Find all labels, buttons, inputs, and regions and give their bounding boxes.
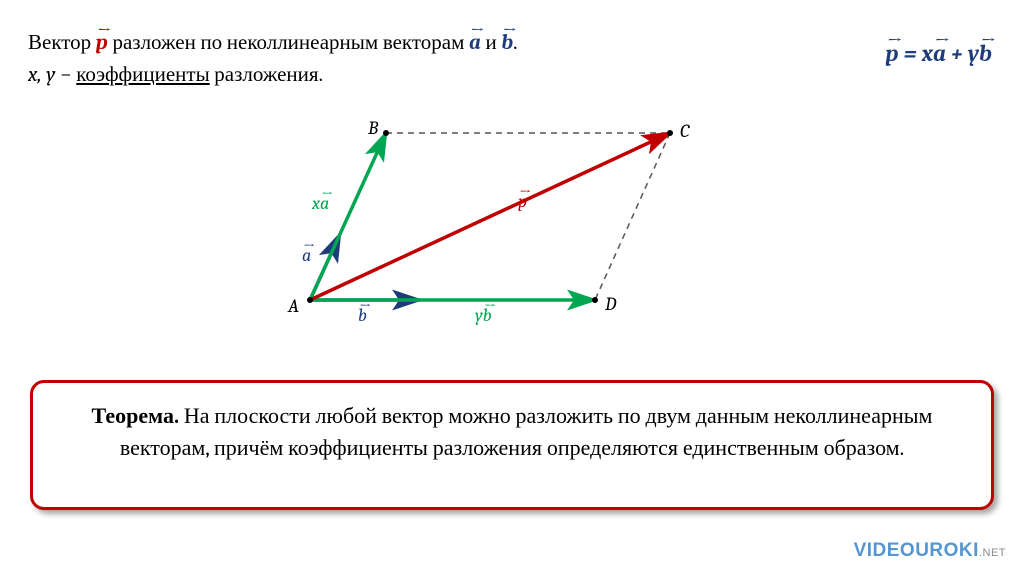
formula-p: p (885, 40, 898, 67)
point-label-C: C (680, 120, 689, 142)
theorem-body: На плоскости любой вектор можно разложит… (120, 403, 933, 461)
intro-xy: x, y (28, 63, 55, 87)
intro-vec-p: p (96, 28, 108, 60)
watermark-brand: VIDEOUROKI (854, 540, 979, 561)
intro-underlined: коэффициенты (76, 63, 209, 87)
formula-x: x (922, 40, 933, 67)
formula-y: y (968, 40, 979, 67)
watermark-suffix: .NET (979, 547, 1006, 559)
formula-a: a (933, 40, 946, 67)
intro-text: Вектор p разложен по неколлинеарным вект… (28, 28, 517, 91)
formula: p = xa + yb (885, 40, 992, 67)
vector-label-p: p (518, 191, 527, 212)
vector-label-b: b (358, 305, 367, 326)
intro-line1-mid: разложен по неколлинеарным векторам (108, 31, 469, 55)
vector-diagram: a xa b yb p A B C D (240, 105, 760, 335)
theorem-heading: Теорема. (92, 403, 180, 429)
watermark: VIDEOUROKI.NET (854, 540, 1006, 562)
vector-label-xa: xa (312, 193, 329, 214)
vector-label-yb: yb (475, 305, 492, 326)
point-label-D: D (605, 293, 616, 315)
vector-label-a: a (302, 245, 311, 266)
point-label-A: A (288, 295, 299, 317)
formula-b: b (979, 40, 992, 67)
intro-line2-end: разложения. (210, 63, 323, 87)
intro-vec-b: b (501, 28, 513, 60)
point-label-B: B (368, 117, 378, 139)
theorem-box: Теорема. На плоскости любой вектор можно… (30, 380, 994, 510)
intro-dash: − (55, 63, 76, 87)
intro-vec-a: a (469, 28, 481, 60)
intro-line1-pre: Вектор (28, 31, 96, 55)
